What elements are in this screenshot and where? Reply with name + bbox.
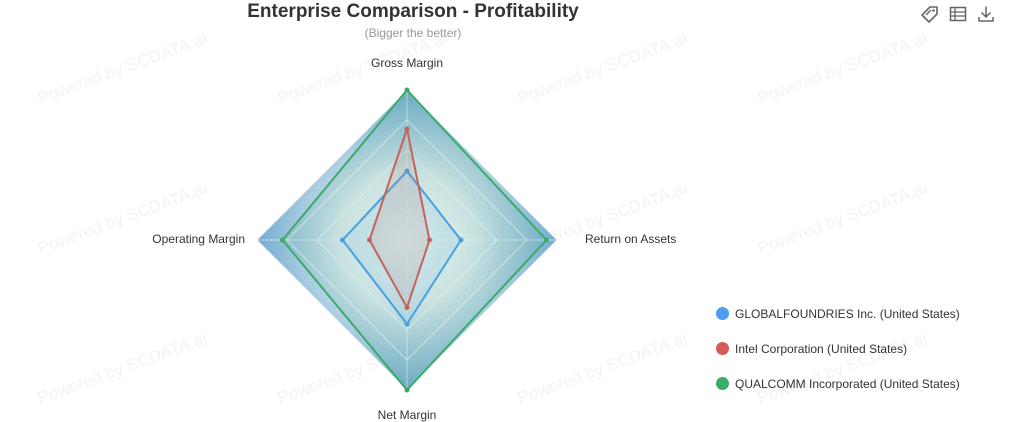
chart-title: Enterprise Comparison - Profitability bbox=[247, 1, 579, 22]
radar-data-point bbox=[404, 321, 410, 327]
legend-item-globalfoundries[interactable]: GLOBALFOUNDRIES Inc. (United States) bbox=[716, 296, 960, 331]
radar-data-point bbox=[280, 237, 285, 243]
radar-data-point bbox=[544, 237, 549, 243]
radar-data-point bbox=[404, 168, 410, 174]
tag-icon[interactable] bbox=[921, 5, 939, 23]
radar-data-point bbox=[404, 87, 410, 93]
download-icon[interactable] bbox=[977, 5, 995, 23]
legend-item-qualcomm[interactable]: QUALCOMM Incorporated (United States) bbox=[716, 366, 960, 401]
radar-data-point bbox=[458, 237, 464, 243]
radar-axis-label: Net Margin bbox=[378, 408, 437, 422]
radar-axis-label: Return on Assets bbox=[585, 232, 676, 246]
chart-subtitle: (Bigger the better) bbox=[364, 26, 462, 40]
radar-data-point bbox=[404, 387, 410, 393]
radar-axis-labels: Gross Margin Return on Assets Net Margin Op… bbox=[152, 56, 676, 422]
legend-label: Intel Corporation (United States) bbox=[735, 341, 908, 356]
radar-axis-label: Operating Margin bbox=[152, 232, 245, 246]
legend-marker bbox=[716, 307, 729, 320]
radar-series-area bbox=[281, 89, 548, 391]
radar-data-point bbox=[340, 237, 345, 243]
legend-marker bbox=[716, 377, 729, 390]
radar-grid bbox=[256, 89, 558, 391]
radar-data-point bbox=[427, 237, 432, 243]
radar-series bbox=[280, 87, 549, 393]
chart-toolbar bbox=[921, 5, 995, 23]
radar-axis-label: Gross Margin bbox=[371, 56, 443, 70]
radar-data-point bbox=[404, 305, 410, 310]
data-view-icon[interactable] bbox=[949, 5, 967, 23]
legend-item-intel[interactable]: Intel Corporation (United States) bbox=[716, 331, 960, 366]
legend-marker bbox=[716, 342, 729, 355]
radar-data-point bbox=[367, 237, 372, 243]
radar-data-point bbox=[404, 126, 410, 132]
legend-label: GLOBALFOUNDRIES Inc. (United States) bbox=[735, 306, 960, 321]
legend-label: QUALCOMM Incorporated (United States) bbox=[735, 376, 960, 391]
legend: GLOBALFOUNDRIES Inc. (United States) Int… bbox=[716, 296, 960, 401]
